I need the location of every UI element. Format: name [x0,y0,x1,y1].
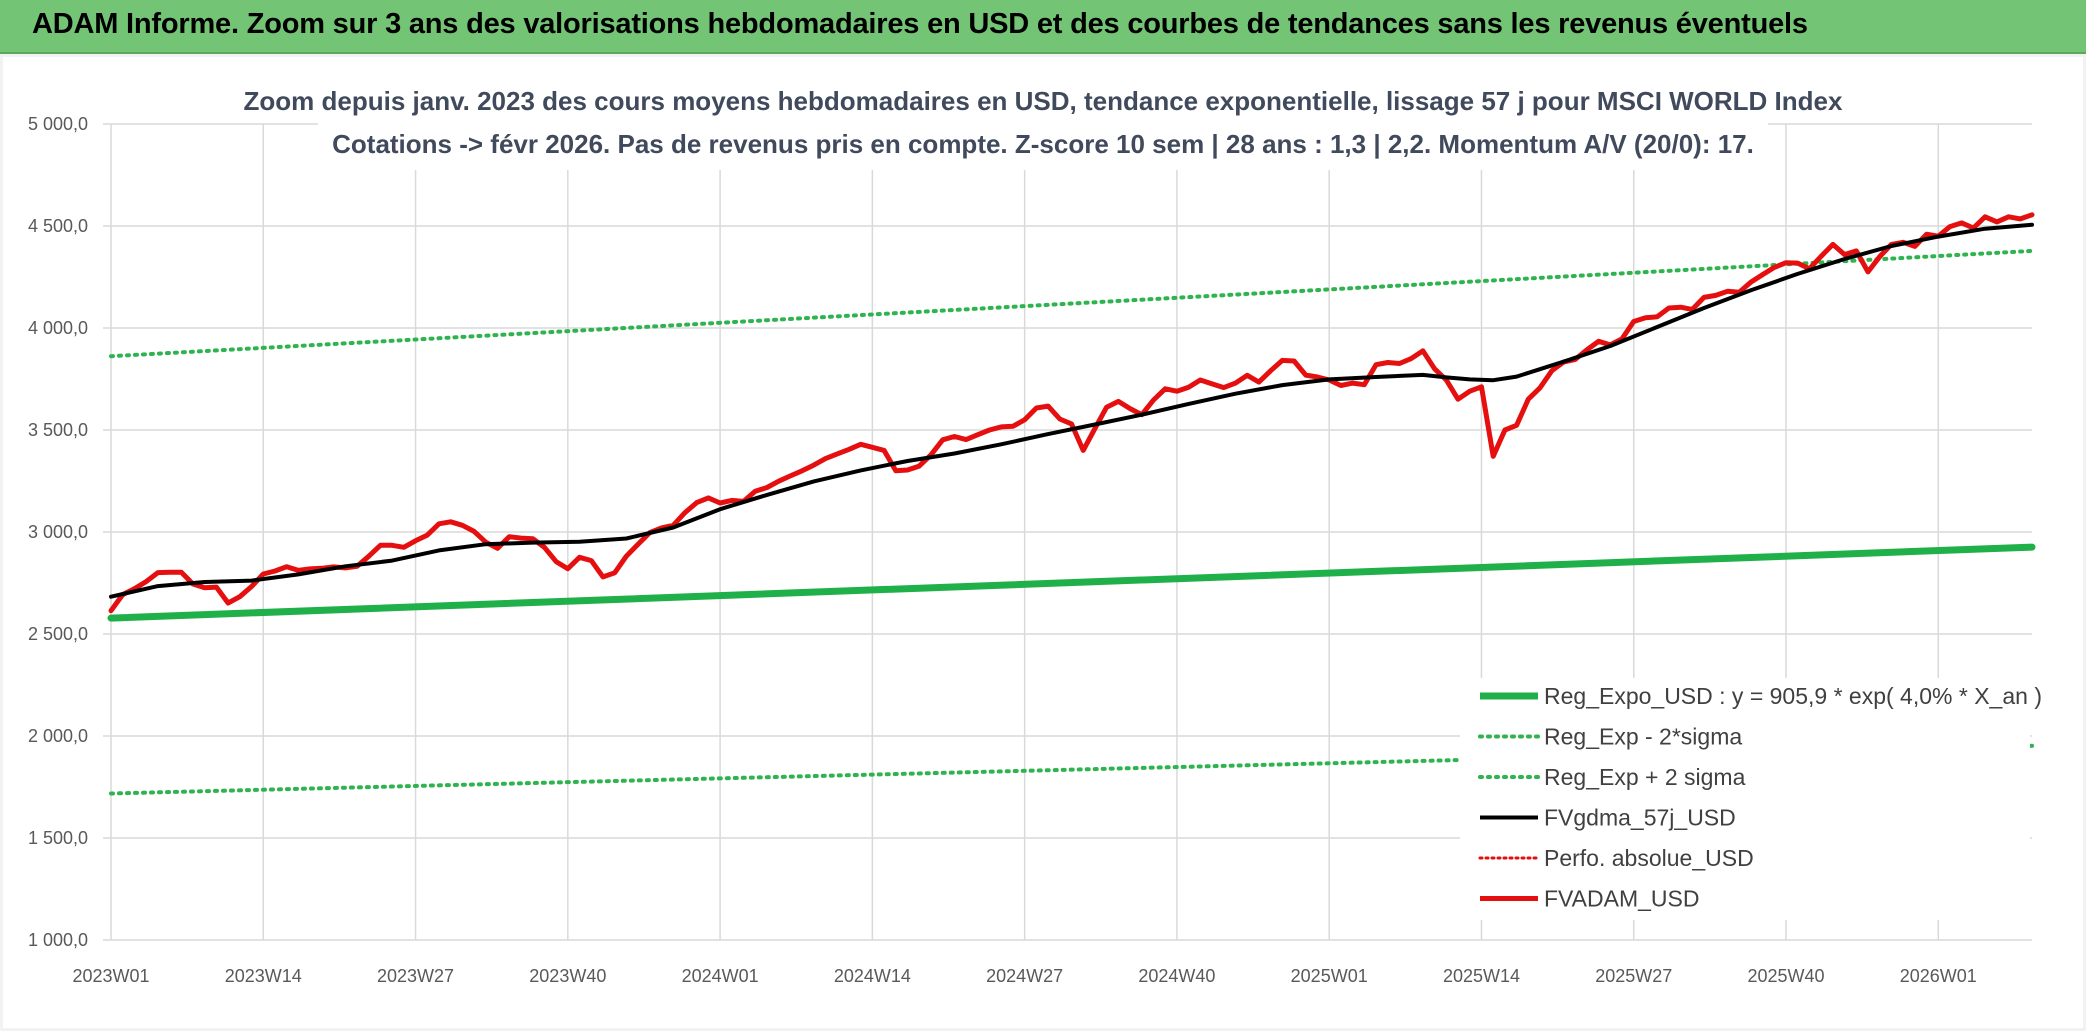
y-tick-label: 1 000,0 [28,930,88,950]
x-tick-label: 2023W27 [377,966,454,986]
legend-background [1460,678,2030,920]
chart-subtitle: Cotations -> févr 2026. Pas de revenus p… [332,129,1754,159]
y-tick-label: 5 000,0 [28,114,88,134]
legend-label: FVADAM_USD [1544,886,1700,912]
y-tick-label: 2 500,0 [28,624,88,644]
y-tick-label: 3 000,0 [28,522,88,542]
chart-title: Zoom depuis janv. 2023 des cours moyens … [244,86,1843,116]
y-tick-label: 4 000,0 [28,318,88,338]
x-tick-label: 2024W40 [1138,966,1215,986]
x-tick-label: 2025W01 [1291,966,1368,986]
legend-label: Reg_Exp + 2 sigma [1544,764,1746,790]
series-lines [107,212,2036,796]
x-tick-label: 2026W01 [1900,966,1977,986]
x-tick-label: 2024W27 [986,966,1063,986]
x-tick-label: 2023W01 [72,966,149,986]
x-tick-label: 2024W14 [834,966,911,986]
report-title: ADAM Informe. Zoom sur 3 ans des valoris… [32,8,1808,40]
x-tick-label: 2025W27 [1595,966,1672,986]
y-tick-label: 4 500,0 [28,216,88,236]
legend-label: Perfo. absolue_USD [1544,845,1754,871]
x-tick-label: 2025W14 [1443,966,1520,986]
regression-line [107,543,2036,622]
chart-frame [0,54,2086,1031]
gridlines [103,123,2032,941]
x-tick-label: 2023W40 [529,966,606,986]
smoothed-57j-line [109,222,2034,599]
y-tick-label: 3 500,0 [28,420,88,440]
y-axis-ticks: 1 000,0 1 500,0 2 000,0 2 500,0 3 000,0 3 500… [28,114,88,950]
legend-label: FVgdma_57j_USD [1544,805,1736,831]
x-axis-ticks: 2023W01 2023W14 2023W27 2023W40 2024W01 2024W… [72,966,1976,986]
fvadam-price-line [108,212,2035,614]
plus-2-sigma-line [109,248,2034,359]
x-tick-label: 2024W01 [682,966,759,986]
legend-label: Reg_Expo_USD : y = 905,9 * exp( 4,0% * X… [1544,683,2042,709]
legend-label: Reg_Exp - 2*sigma [1544,724,1742,750]
y-tick-label: 1 500,0 [28,828,88,848]
x-tick-label: 2023W14 [225,966,302,986]
chart-title-background [318,78,1768,170]
x-tick-label: 2025W40 [1747,966,1824,986]
legend: Reg_Expo_USD : y = 905,9 * exp( 4,0% * X… [1478,683,2042,912]
title-banner: ADAM Informe. Zoom sur 3 ans des valoris… [0,0,2086,54]
y-tick-label: 2 000,0 [28,726,88,746]
